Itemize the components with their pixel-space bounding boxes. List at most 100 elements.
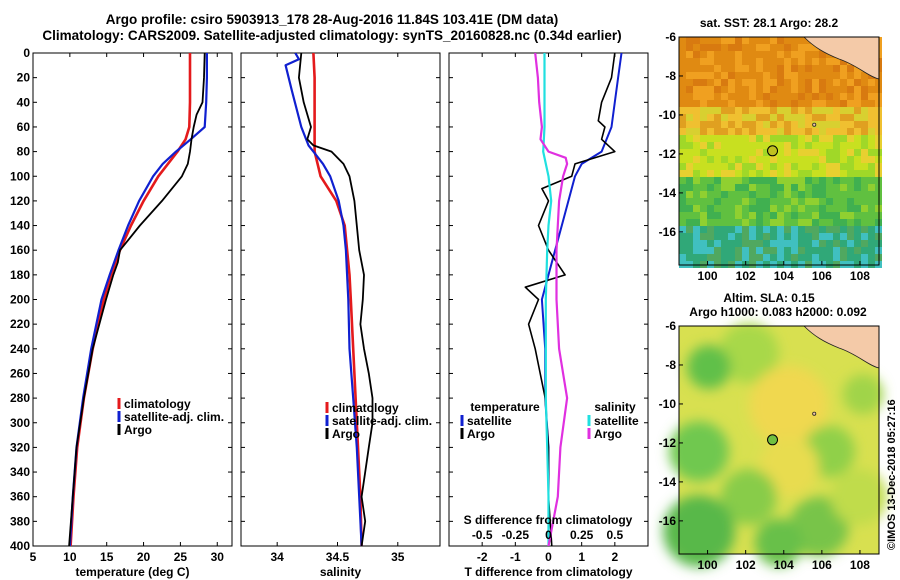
sst-cell [861, 233, 868, 240]
sst-cell [868, 156, 875, 163]
sst-cell [861, 142, 868, 149]
sst-cell [784, 149, 791, 156]
sst-cell [791, 191, 798, 198]
sst-cell [854, 65, 861, 72]
sst-cell [693, 142, 700, 149]
sst-cell [686, 135, 693, 142]
sst-cell [735, 128, 742, 135]
sst-cell [854, 142, 861, 149]
sst-cell [833, 107, 840, 114]
sst-cell [714, 37, 721, 44]
sst-cell [721, 170, 728, 177]
sst-cell [756, 65, 763, 72]
sst-cell [868, 254, 875, 261]
sst-cell [777, 37, 784, 44]
sst-cell [693, 72, 700, 79]
sst-cell [784, 156, 791, 163]
sst-cell [721, 184, 728, 191]
sst-cell [847, 247, 854, 254]
sst-cell [742, 58, 749, 65]
sst-cell [861, 184, 868, 191]
sst-cell [861, 205, 868, 212]
sst-cell [714, 212, 721, 219]
sst-cell [770, 184, 777, 191]
sst-cell [756, 163, 763, 170]
sst-cell [868, 177, 875, 184]
sst-cell [728, 254, 735, 261]
sst-cell [749, 226, 756, 233]
legend-label: satellite-adj. clim. [124, 410, 224, 424]
sst-cell [805, 72, 812, 79]
sst-cell [693, 240, 700, 247]
sst-cell [840, 156, 847, 163]
sst-cell [833, 233, 840, 240]
sst-cell [861, 191, 868, 198]
sst-cell [805, 170, 812, 177]
sst-cell [693, 226, 700, 233]
sst-cell [735, 86, 742, 93]
sst-cell [840, 114, 847, 121]
sst-cell [826, 198, 833, 205]
sst-cell [749, 100, 756, 107]
sst-cell [833, 86, 840, 93]
sst-cell [700, 37, 707, 44]
sst-cell [707, 254, 714, 261]
sst-cell [840, 170, 847, 177]
sla-blob [687, 345, 731, 390]
sst-cell [686, 86, 693, 93]
sst-cell [679, 142, 686, 149]
sst-cell [707, 184, 714, 191]
y-tick-label: 40 [17, 95, 31, 109]
sst-cell [798, 86, 805, 93]
sst-cell [700, 121, 707, 128]
sst-cell [770, 114, 777, 121]
sst-cell [784, 247, 791, 254]
sst-cell [840, 219, 847, 226]
sst-cell [861, 240, 868, 247]
sst-cell [798, 254, 805, 261]
sst-cell [847, 121, 854, 128]
sst-cell [728, 128, 735, 135]
sst-cell [812, 205, 819, 212]
sst-cell [714, 114, 721, 121]
sst-cell [798, 58, 805, 65]
sst-cell [679, 79, 686, 86]
sst-cell [770, 72, 777, 79]
sst-cell [840, 198, 847, 205]
sst-cell [686, 79, 693, 86]
sst-cell [742, 163, 749, 170]
sst-cell [791, 226, 798, 233]
sst-cell [812, 72, 819, 79]
sst-cell [805, 93, 812, 100]
sst-cell [777, 247, 784, 254]
sst-cell [742, 142, 749, 149]
sst-cell [826, 58, 833, 65]
sst-cell [840, 212, 847, 219]
sst-cell [854, 135, 861, 142]
sst-cell [749, 65, 756, 72]
y-tick-label: 60 [17, 120, 31, 134]
sst-cell [693, 79, 700, 86]
sst-cell [777, 114, 784, 121]
sst-cell [868, 135, 875, 142]
sst-cell [679, 44, 686, 51]
sst-cell [756, 128, 763, 135]
sst-cell [868, 128, 875, 135]
sst-cell [728, 212, 735, 219]
sst-cell [756, 72, 763, 79]
sst-cell [826, 128, 833, 135]
sst-cell [742, 135, 749, 142]
sst-cell [735, 247, 742, 254]
x-tick-label: 102 [736, 558, 756, 572]
sst-cell [686, 170, 693, 177]
sst-cell [812, 65, 819, 72]
sst-cell [742, 191, 749, 198]
sst-cell [728, 142, 735, 149]
x-tick-label: 5 [30, 550, 37, 564]
sst-cell [777, 198, 784, 205]
sst-cell [735, 191, 742, 198]
sst-cell [805, 107, 812, 114]
sst-cell [742, 51, 749, 58]
sst-cell [721, 58, 728, 65]
sst-cell [840, 100, 847, 107]
